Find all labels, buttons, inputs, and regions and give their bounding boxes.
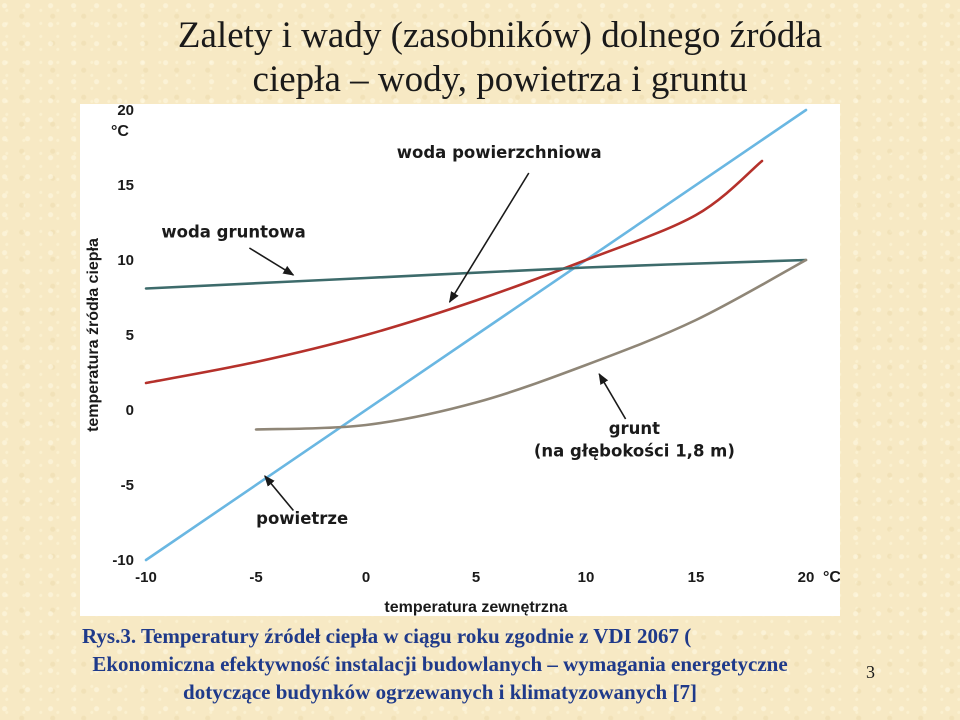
y-axis-title: temperatura źródła ciepła: [85, 238, 102, 432]
caption-line1: Rys.3. Temperatury źródeł ciepła w ciągu…: [82, 624, 692, 648]
annotation-arrow-woda-gruntowa: [248, 247, 295, 276]
figure-caption: Rys.3. Temperatury źródeł ciepła w ciągu…: [20, 622, 860, 706]
x-unit-label: °C: [823, 569, 840, 586]
y-tick-label: 10: [117, 252, 134, 269]
annotation-grunt-depth: (na głębokości 1,8 m): [534, 442, 735, 461]
x-tick-label: 10: [578, 569, 595, 586]
caption-line3: dotyczące budynków ogrzewanych i klimaty…: [183, 680, 697, 704]
annotation-arrow-woda-powierzchniowa: [448, 172, 530, 303]
slide-title-line1: Zalety i wady (zasobników) dolnego źródł…: [177, 15, 823, 56]
temperature-chart: -10 -5 0 5 10 15 20 °C -10 -5 0 5 10 15 20 °C temperatur…: [85, 104, 840, 616]
series-line-2: [144, 258, 808, 290]
x-tick-label: 5: [472, 569, 480, 586]
y-tick-label: -10: [112, 552, 134, 569]
slide-title-line2: ciepła – wody, powietrza i gruntu: [252, 59, 748, 100]
y-tick-label: 0: [126, 402, 134, 419]
annotation-woda-powierzchniowa: woda powierzchniowa: [397, 143, 602, 162]
x-tick-label: -5: [249, 569, 262, 586]
slide-number: 3: [866, 662, 875, 682]
annotation-woda-gruntowa: woda gruntowa: [161, 223, 305, 242]
annotation-powietrze: powietrze: [256, 509, 348, 528]
y-tick-label: 15: [117, 177, 134, 194]
series-line-3: [254, 258, 808, 431]
x-axis-title: temperatura zewnętrzna: [384, 599, 567, 616]
annotation-arrow-powietrze: [264, 475, 295, 512]
chart-panel: -10 -5 0 5 10 15 20 °C -10 -5 0 5 10 15 20 °C temperatur…: [80, 104, 840, 616]
y-tick-label: 20: [117, 104, 134, 119]
y-unit-label: °C: [111, 123, 129, 140]
annotation-arrow-grunt: [598, 373, 627, 420]
y-tick-label: -5: [121, 477, 134, 494]
x-tick-label: 0: [362, 569, 370, 586]
y-tick-label: 5: [126, 327, 134, 344]
slide-title: Zalety i wady (zasobników) dolnego źródł…: [70, 14, 930, 102]
series-line-1: [144, 159, 764, 385]
x-tick-label: 20: [798, 569, 815, 586]
annotation-grunt: grunt: [609, 419, 660, 438]
series-line-0: [144, 108, 808, 562]
x-tick-label: 15: [688, 569, 705, 586]
x-tick-label: -10: [135, 569, 157, 586]
caption-line2: Ekonomiczna efektywność instalacji budow…: [92, 652, 788, 676]
